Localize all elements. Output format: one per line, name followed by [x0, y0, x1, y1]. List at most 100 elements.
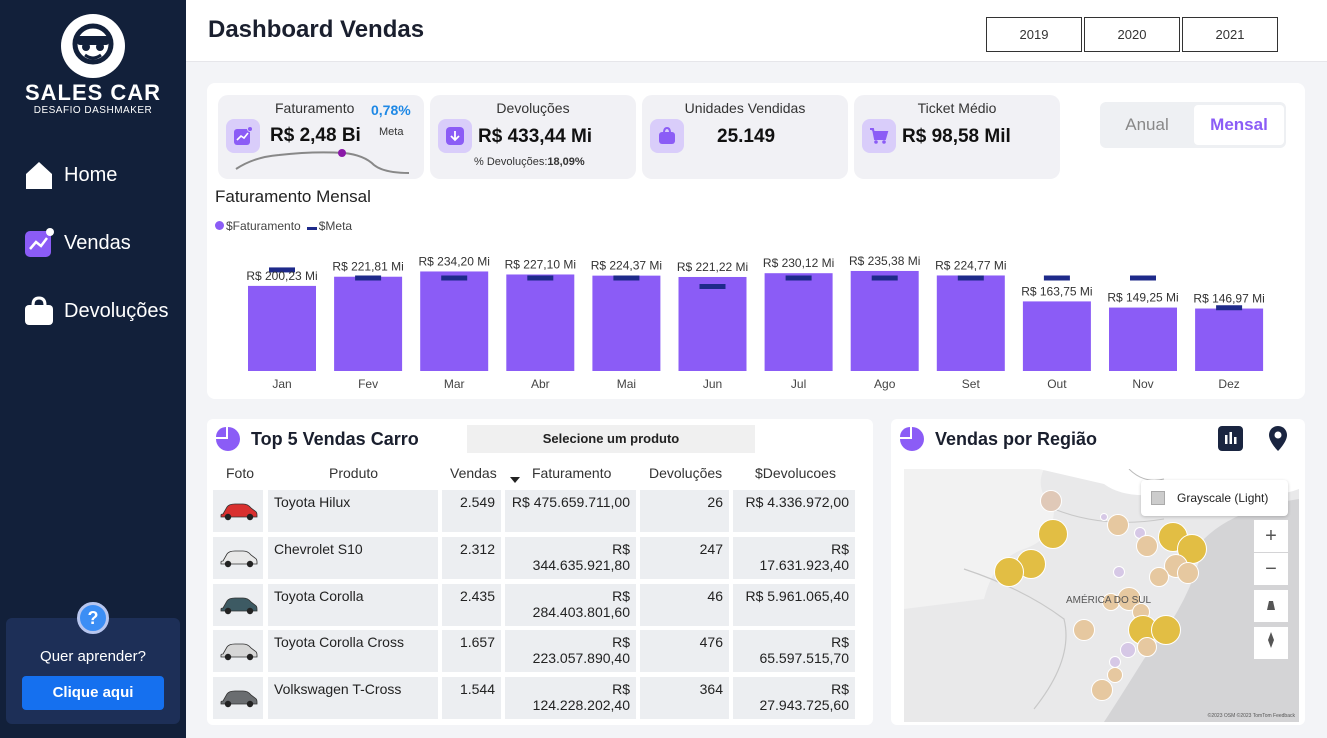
table-cell-produto: Toyota Corolla — [268, 583, 438, 626]
table-cell-valor_dev: R$ 65.597.515,70 — [733, 630, 855, 673]
data-label-abr: R$ 227,10 Mi — [505, 257, 576, 271]
table-cell-devolucoes: 364 — [640, 677, 729, 720]
col-header-vendas[interactable]: Vendas — [450, 465, 497, 481]
bar-fev[interactable] — [334, 276, 403, 371]
pie-icon — [216, 427, 240, 451]
kpi-sub-label: % Devoluções: — [474, 156, 548, 168]
meta-marker-dez — [1216, 305, 1243, 311]
col-header-valor-devolucoes[interactable]: $Devolucoes — [755, 465, 836, 481]
table-cell-produto: Toyota Corolla Cross — [268, 630, 438, 673]
bar-jun[interactable] — [678, 276, 747, 371]
zoom-in-button[interactable]: + — [1254, 520, 1288, 552]
map-bubble[interactable] — [1120, 642, 1136, 658]
zoom-out-button[interactable]: − — [1254, 553, 1288, 585]
data-label-dez: R$ 146,97 Mi — [1193, 292, 1264, 306]
year-button-2020[interactable]: 2020 — [1084, 17, 1180, 52]
bar-set[interactable] — [936, 275, 1005, 371]
bar-abr[interactable] — [506, 274, 575, 371]
toggle-mensal[interactable]: Mensal — [1194, 105, 1284, 145]
tilt-button[interactable] — [1254, 590, 1288, 622]
map-bubble[interactable] — [1113, 566, 1125, 578]
tick-label-abr: Abr — [531, 377, 550, 391]
question-icon: ? — [77, 602, 109, 634]
pie-icon — [900, 427, 924, 451]
map-bubble[interactable] — [1038, 519, 1068, 549]
chart-legend: $Faturamento $Meta — [215, 219, 352, 233]
tick-label-jan: Jan — [272, 377, 291, 391]
map-bubble[interactable] — [1073, 619, 1095, 641]
kpi-title: Unidades Vendidas — [684, 100, 806, 116]
layer-icon — [1151, 491, 1165, 505]
col-header-faturamento[interactable]: Faturamento — [532, 465, 612, 481]
map-canvas[interactable]: AMÉRICA DO SUL Grayscale (Light) + − ©20… — [904, 469, 1299, 722]
tick-label-mar: Mar — [444, 377, 465, 391]
header: Dashboard Vendas 2019 2020 2021 — [186, 0, 1327, 62]
year-button-2019[interactable]: 2019 — [986, 17, 1082, 52]
kpi-sub: % Devoluções:18,09% — [474, 156, 585, 168]
table-cell-valor_dev: R$ 27.943.725,60 — [733, 677, 855, 720]
map-bubble[interactable] — [1136, 535, 1158, 557]
bar-mai[interactable] — [592, 275, 661, 371]
sort-desc-icon[interactable] — [510, 477, 520, 483]
bar-dez[interactable] — [1195, 308, 1264, 371]
year-button-2021[interactable]: 2021 — [1182, 17, 1278, 52]
toggle-anual[interactable]: Anual — [1125, 115, 1169, 134]
col-header-produto[interactable]: Produto — [329, 465, 379, 481]
sidebar: SALES CAR DESAFIO DASHMAKER Home Vendas … — [0, 0, 186, 738]
table-cell-devolucoes: 26 — [640, 490, 729, 532]
map-bubble[interactable] — [1107, 667, 1123, 683]
nav-item-home[interactable]: Home — [22, 158, 117, 192]
map-bubble[interactable] — [1091, 679, 1113, 701]
table-cell-faturamento: R$ 284.403.801,60 — [505, 583, 636, 626]
map-bubble[interactable] — [994, 557, 1024, 587]
table-cell-vendas: 1.544 — [442, 677, 501, 720]
map-bubble[interactable] — [1177, 562, 1199, 584]
map-bubble[interactable] — [1107, 514, 1129, 536]
car-icon — [220, 643, 258, 661]
bag-icon — [650, 119, 684, 153]
kpi-percent: 0,78% — [371, 102, 411, 118]
bar-out[interactable] — [1022, 301, 1091, 371]
map-style-selector[interactable]: Grayscale (Light) — [1141, 480, 1288, 516]
bar-jul[interactable] — [764, 273, 833, 371]
top-cars-panel: Top 5 Vendas Carro Selecione um produto … — [207, 419, 873, 725]
map-bubble[interactable] — [1151, 615, 1181, 645]
map-bubble[interactable] — [1040, 490, 1062, 512]
col-header-devolucoes[interactable]: Devoluções — [649, 465, 723, 481]
bar-jan[interactable] — [248, 285, 316, 371]
nav-item-devolucoes[interactable]: Devoluções — [22, 294, 169, 328]
learn-button[interactable]: Clique aqui — [22, 676, 164, 710]
map-bubble[interactable] — [1137, 637, 1157, 657]
car-icon — [220, 597, 258, 614]
download-icon — [438, 119, 472, 153]
product-select[interactable]: Selecione um produto — [467, 425, 755, 453]
meta-marker-set — [957, 275, 984, 281]
tick-label-ago: Ago — [874, 377, 896, 391]
table-cell-vendas: 1.657 — [442, 630, 501, 673]
data-label-jul: R$ 230,12 Mi — [763, 256, 834, 270]
region-label: AMÉRICA DO SUL — [1066, 595, 1152, 606]
map-bubble[interactable] — [1149, 567, 1169, 587]
meta-marker-out — [1043, 275, 1070, 281]
bar-nov[interactable] — [1109, 307, 1177, 371]
legend-item-faturamento: $Faturamento — [215, 219, 301, 233]
map-bubble[interactable] — [1100, 513, 1108, 521]
overview-panel: Faturamento 0,78% Meta R$ 2,48 Bi Devolu… — [207, 83, 1305, 399]
map-pin-icon[interactable] — [1267, 425, 1289, 458]
table-cell-vendas: 2.312 — [442, 536, 501, 579]
tick-label-jul: Jul — [791, 377, 806, 391]
compass-button[interactable] — [1254, 627, 1288, 659]
col-header-foto[interactable]: Foto — [226, 465, 255, 481]
map-copyright: ©2023 OSM ©2023 TomTom Feedback — [1207, 713, 1295, 719]
table-cell-valor_dev: R$ 17.631.923,40 — [733, 536, 855, 579]
trend-icon — [226, 119, 260, 153]
chart-view-icon[interactable] — [1218, 426, 1243, 451]
data-label-jun: R$ 221,22 Mi — [677, 260, 748, 274]
bar-mar[interactable] — [420, 271, 489, 371]
table-title: Top 5 Vendas Carro — [251, 429, 419, 449]
data-label-ago: R$ 235,38 Mi — [849, 254, 920, 268]
nav-item-vendas[interactable]: Vendas — [22, 226, 131, 260]
meta-marker-ago — [871, 275, 898, 281]
bar-ago[interactable] — [850, 270, 919, 371]
legend-label: $Meta — [318, 219, 353, 233]
